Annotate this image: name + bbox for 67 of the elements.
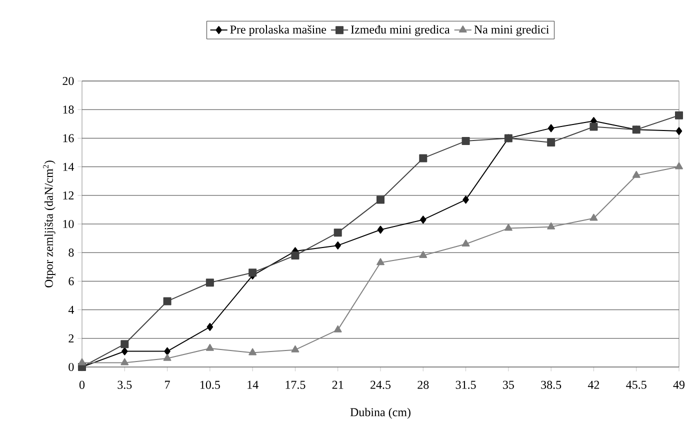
x-tick-label: 7 xyxy=(165,380,170,389)
point xyxy=(206,344,214,351)
y-tick-label: 20 xyxy=(62,76,74,86)
point xyxy=(291,345,300,352)
y-tick-label: 8 xyxy=(68,248,74,257)
point xyxy=(419,154,428,162)
y-tick-label: 14 xyxy=(63,162,74,171)
point xyxy=(676,127,682,136)
x-tick-label: 0 xyxy=(79,380,85,389)
x-tick-label: 14 xyxy=(248,380,258,389)
point xyxy=(206,278,214,287)
y-tick-label: 16 xyxy=(63,134,74,142)
y-tick-label: 10 xyxy=(63,220,74,228)
y-tick-label: 4 xyxy=(68,306,74,314)
point xyxy=(334,241,341,250)
point xyxy=(377,226,384,234)
point xyxy=(590,122,598,131)
x-tick-label: 24.5 xyxy=(370,380,391,389)
point xyxy=(547,138,556,146)
legend-label: Između mini gredica xyxy=(350,25,450,36)
x-tick-label: 28 xyxy=(418,380,429,389)
point xyxy=(248,348,257,356)
y-tick-label: 12 xyxy=(63,191,74,200)
x-tick-label: 21 xyxy=(332,380,344,389)
point xyxy=(462,137,470,146)
point xyxy=(675,111,684,120)
y-tick-label: 0 xyxy=(68,362,74,372)
point xyxy=(291,251,300,260)
point xyxy=(248,268,257,277)
point xyxy=(504,224,512,231)
point xyxy=(462,240,470,247)
point xyxy=(206,322,214,331)
x-tick-label: 3.5 xyxy=(118,380,132,389)
point xyxy=(675,162,683,170)
point xyxy=(462,196,469,204)
y-tick-label: 2 xyxy=(68,334,74,342)
point xyxy=(120,358,129,366)
x-tick-label: 42 xyxy=(588,380,600,389)
x-axis-title: Dubina (cm) xyxy=(350,408,410,419)
point xyxy=(78,358,86,366)
x-tick-label: 35 xyxy=(503,380,514,389)
point xyxy=(376,196,385,204)
point xyxy=(163,354,172,361)
point xyxy=(122,347,128,356)
legend-label: Pre prolaska mašine xyxy=(230,25,326,36)
legend-label: Na mini gredici xyxy=(474,25,550,36)
point xyxy=(376,258,384,266)
point xyxy=(632,170,640,178)
point xyxy=(120,340,129,348)
x-tick-label: 31.5 xyxy=(456,380,476,389)
x-tick-label: 45.5 xyxy=(626,380,646,389)
y-axis-title: Otpor zemljišta (daN/cm$^{2}$) xyxy=(43,160,56,288)
point xyxy=(547,222,556,230)
x-tick-label: 49 xyxy=(673,380,685,389)
point xyxy=(548,124,554,132)
point xyxy=(164,347,170,356)
point xyxy=(419,250,428,258)
x-tick-label: 17.5 xyxy=(286,380,306,389)
x-tick-label: 10.5 xyxy=(200,380,220,389)
y-tick-label: 18 xyxy=(63,106,74,114)
point xyxy=(163,297,172,306)
point xyxy=(590,214,598,221)
y-tick-label: 6 xyxy=(68,277,74,286)
point xyxy=(334,325,342,332)
point xyxy=(334,228,342,237)
point xyxy=(420,216,426,224)
x-tick-label: 38.5 xyxy=(541,380,562,389)
